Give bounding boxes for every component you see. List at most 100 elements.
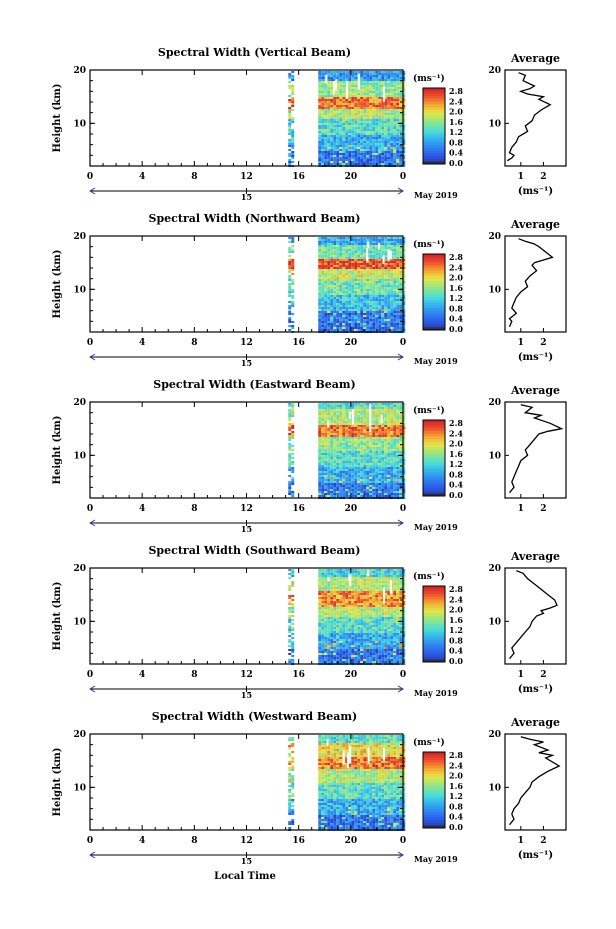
heatmap-cell (390, 133, 394, 135)
heatmap-cell (396, 143, 400, 145)
heatmap-cell (342, 153, 346, 155)
heatmap-cell (321, 129, 325, 131)
heatmap-cell (324, 467, 328, 469)
heatmap-cell (402, 79, 406, 81)
heatmap-cell (324, 105, 328, 107)
heatmap-cell (348, 485, 352, 487)
heatmap-cell (327, 131, 331, 133)
colorbar-swatch (423, 88, 445, 92)
heatmap-cell (399, 115, 403, 117)
heatmap-cell (387, 489, 391, 491)
heatmap-cell (351, 459, 355, 461)
heatmap-cell (390, 141, 394, 143)
heatmap-cell (372, 447, 376, 449)
heatmap-cell (399, 105, 403, 107)
heatmap-cell (342, 257, 346, 259)
heatmap-cell (345, 417, 349, 419)
heatmap-cell (387, 311, 391, 313)
heatmap-cell (396, 285, 400, 287)
heatmap-cell (342, 329, 346, 331)
heatmap-cell (372, 309, 376, 311)
heatmap-cell (291, 495, 295, 497)
heatmap-cell (375, 445, 379, 447)
heatmap-cell (327, 433, 331, 435)
heatmap-cell (321, 149, 325, 151)
heatmap-cell (348, 103, 352, 105)
heatmap-cell (402, 417, 406, 419)
heatmap-cell (330, 147, 334, 149)
heatmap-cell (327, 303, 331, 305)
heatmap-cell (357, 483, 361, 485)
heatmap-cell (291, 155, 295, 157)
colorbar-swatch (423, 425, 445, 429)
heatmap-cell (330, 413, 334, 415)
heatmap-cell (351, 303, 355, 305)
heatmap-cell (360, 411, 364, 413)
heatmap-cell (318, 277, 322, 279)
heatmap-cell (357, 415, 361, 417)
heatmap-cell (393, 447, 397, 449)
heatmap-cell (351, 135, 355, 137)
heatmap-cell (330, 157, 334, 159)
heatmap-cell (378, 289, 382, 291)
heatmap-cell (339, 137, 343, 139)
heatmap-cell (393, 73, 397, 75)
heatmap-cell (321, 141, 325, 143)
heatmap-cell (393, 323, 397, 325)
heatmap-cell (357, 451, 361, 453)
heatmap-cell (363, 153, 367, 155)
heatmap-cell (372, 287, 376, 289)
heatmap-cell (324, 85, 328, 87)
heatmap-cell (327, 157, 331, 159)
heatmap-cell (345, 573, 349, 575)
colorbar-swatch (423, 455, 445, 459)
heatmap-cell (402, 579, 406, 581)
heatmap-cell (399, 141, 403, 143)
heatmap-cell (396, 439, 400, 441)
heatmap-cell (327, 493, 331, 495)
heatmap-cell (402, 259, 406, 261)
heatmap-cell (321, 475, 325, 477)
heatmap-cell (318, 117, 322, 119)
heatmap-cell (354, 407, 358, 409)
heatmap-cell (387, 483, 391, 485)
heatmap-cell (330, 463, 334, 465)
heatmap-cell (399, 315, 403, 317)
heatmap-cell (324, 147, 328, 149)
heatmap-cell (324, 283, 328, 285)
heatmap-cell (333, 577, 337, 579)
heatmap-cell (324, 311, 328, 313)
heatmap-cell (384, 403, 388, 405)
heatmap-cell (381, 409, 385, 411)
heatmap-cell (390, 411, 394, 413)
heatmap-cell (387, 309, 391, 311)
heatmap-cell (387, 87, 391, 89)
heatmap-cell (351, 283, 355, 285)
heatmap-cell (318, 319, 322, 321)
heatmap-cell (345, 71, 349, 73)
heatmap-cell (348, 297, 352, 299)
heatmap-cell (345, 311, 349, 313)
heatmap-cell (351, 107, 355, 109)
heatmap-cell (342, 99, 346, 101)
heatmap-cell (360, 441, 364, 443)
heatmap-cell (327, 297, 331, 299)
heatmap-cell (363, 417, 367, 419)
heatmap-cell (351, 277, 355, 279)
heatmap-cell (387, 427, 391, 429)
x-tick-label: 20 (345, 504, 358, 514)
heatmap-cell (348, 75, 352, 77)
heatmap-cell (387, 411, 391, 413)
heatmap-cell (351, 465, 355, 467)
heatmap-cell (390, 239, 394, 241)
heatmap-cell (372, 457, 376, 459)
heatmap-cell (393, 455, 397, 457)
heatmap-cell (375, 409, 379, 411)
heatmap-cell (381, 113, 385, 115)
colorbar-swatch (423, 313, 445, 317)
heatmap-cell (318, 95, 322, 97)
heatmap-cell (393, 159, 397, 161)
heatmap-cell (357, 583, 361, 585)
heatmap-cell (321, 447, 325, 449)
heatmap-cell (384, 97, 388, 99)
